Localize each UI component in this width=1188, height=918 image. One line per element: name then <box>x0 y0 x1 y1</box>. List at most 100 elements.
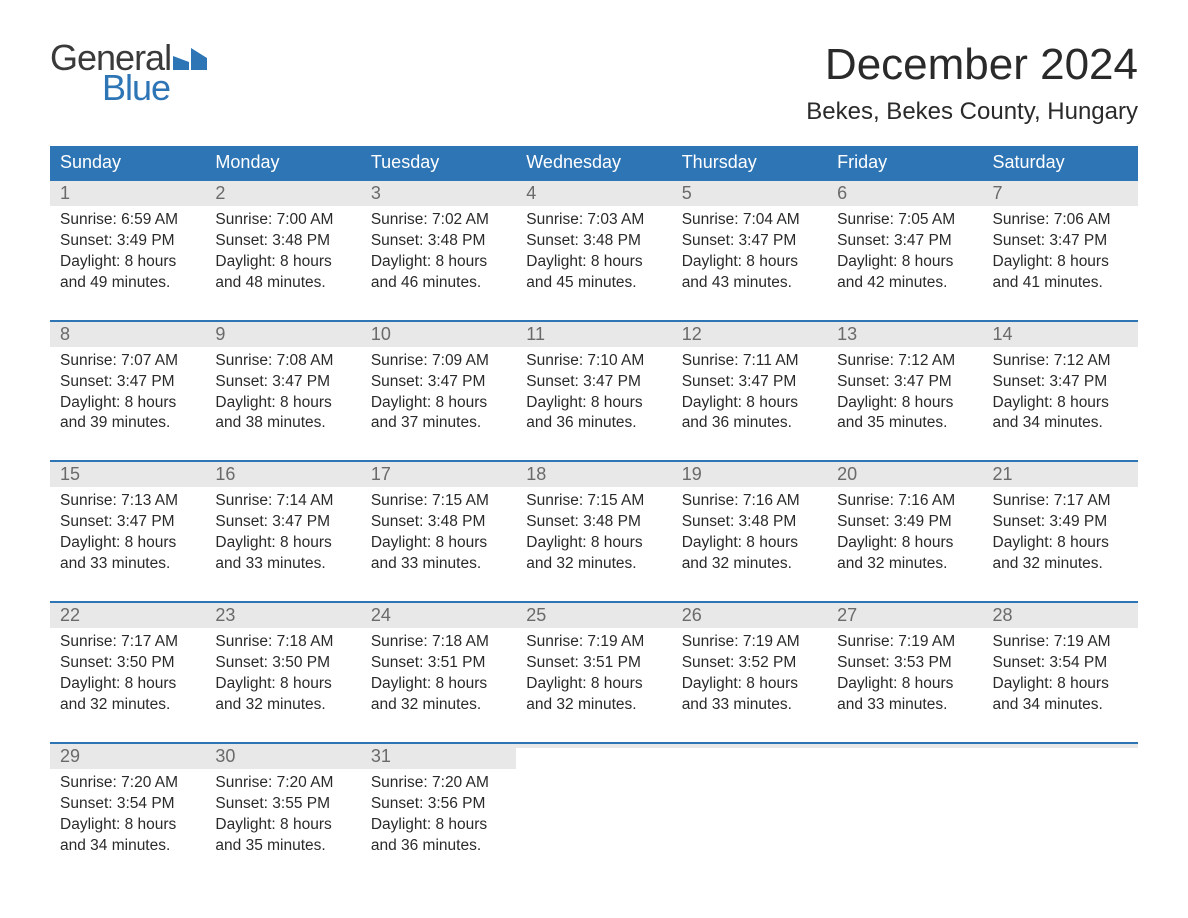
calendar-day: 27Sunrise: 7:19 AMSunset: 3:53 PMDayligh… <box>827 603 982 724</box>
calendar-day: 17Sunrise: 7:15 AMSunset: 3:48 PMDayligh… <box>361 462 516 583</box>
sunrise-text: Sunrise: 7:06 AM <box>993 210 1128 231</box>
day-body: Sunrise: 7:02 AMSunset: 3:48 PMDaylight:… <box>361 206 516 302</box>
sunset-text: Sunset: 3:48 PM <box>371 512 506 533</box>
sunrise-text: Sunrise: 7:20 AM <box>371 773 506 794</box>
calendar-day: 20Sunrise: 7:16 AMSunset: 3:49 PMDayligh… <box>827 462 982 583</box>
sunrise-text: Sunrise: 7:19 AM <box>993 632 1128 653</box>
location-text: Bekes, Bekes County, Hungary <box>806 98 1138 126</box>
day-number: 11 <box>516 322 671 347</box>
weekday-header-row: SundayMondayTuesdayWednesdayThursdayFrid… <box>50 146 1138 179</box>
sunrise-text: Sunrise: 7:15 AM <box>371 491 506 512</box>
calendar-day <box>516 744 671 865</box>
day-body: Sunrise: 7:15 AMSunset: 3:48 PMDaylight:… <box>361 487 516 583</box>
calendar-day: 19Sunrise: 7:16 AMSunset: 3:48 PMDayligh… <box>672 462 827 583</box>
calendar-day: 12Sunrise: 7:11 AMSunset: 3:47 PMDayligh… <box>672 322 827 443</box>
day-number: 2 <box>205 181 360 206</box>
day-number: 24 <box>361 603 516 628</box>
title-block: December 2024 Bekes, Bekes County, Hunga… <box>806 40 1138 126</box>
calendar-day: 1Sunrise: 6:59 AMSunset: 3:49 PMDaylight… <box>50 181 205 302</box>
day-number-row: 8 <box>50 322 205 347</box>
day-body: Sunrise: 7:19 AMSunset: 3:53 PMDaylight:… <box>827 628 982 724</box>
calendar-day: 16Sunrise: 7:14 AMSunset: 3:47 PMDayligh… <box>205 462 360 583</box>
day-body: Sunrise: 7:20 AMSunset: 3:56 PMDaylight:… <box>361 769 516 865</box>
sunrise-text: Sunrise: 7:17 AM <box>60 632 195 653</box>
calendar-day: 13Sunrise: 7:12 AMSunset: 3:47 PMDayligh… <box>827 322 982 443</box>
daylight-line1: Daylight: 8 hours <box>526 393 661 414</box>
day-body: Sunrise: 7:07 AMSunset: 3:47 PMDaylight:… <box>50 347 205 443</box>
day-number-row: 3 <box>361 181 516 206</box>
calendar-day: 24Sunrise: 7:18 AMSunset: 3:51 PMDayligh… <box>361 603 516 724</box>
daylight-line1: Daylight: 8 hours <box>993 674 1128 695</box>
sunset-text: Sunset: 3:47 PM <box>371 372 506 393</box>
day-number-row: 4 <box>516 181 671 206</box>
sunrise-text: Sunrise: 7:18 AM <box>371 632 506 653</box>
sunset-text: Sunset: 3:47 PM <box>60 512 195 533</box>
day-number: 14 <box>983 322 1138 347</box>
day-number: 21 <box>983 462 1138 487</box>
daylight-line2: and 33 minutes. <box>371 554 506 575</box>
sunrise-text: Sunrise: 7:05 AM <box>837 210 972 231</box>
sunset-text: Sunset: 3:49 PM <box>60 231 195 252</box>
day-number: 22 <box>50 603 205 628</box>
day-body: Sunrise: 6:59 AMSunset: 3:49 PMDaylight:… <box>50 206 205 302</box>
logo: General Blue <box>50 40 207 106</box>
sunrise-text: Sunrise: 7:13 AM <box>60 491 195 512</box>
calendar-day: 7Sunrise: 7:06 AMSunset: 3:47 PMDaylight… <box>983 181 1138 302</box>
sunset-text: Sunset: 3:48 PM <box>526 231 661 252</box>
sunset-text: Sunset: 3:48 PM <box>371 231 506 252</box>
day-number-row: 27 <box>827 603 982 628</box>
day-body: Sunrise: 7:19 AMSunset: 3:51 PMDaylight:… <box>516 628 671 724</box>
daylight-line2: and 32 minutes. <box>682 554 817 575</box>
sunrise-text: Sunrise: 7:09 AM <box>371 351 506 372</box>
daylight-line1: Daylight: 8 hours <box>371 252 506 273</box>
day-number: 26 <box>672 603 827 628</box>
daylight-line1: Daylight: 8 hours <box>215 533 350 554</box>
day-body: Sunrise: 7:00 AMSunset: 3:48 PMDaylight:… <box>205 206 360 302</box>
daylight-line2: and 43 minutes. <box>682 273 817 294</box>
weekday-header: Thursday <box>672 146 827 179</box>
day-number-row: 31 <box>361 744 516 769</box>
daylight-line1: Daylight: 8 hours <box>60 815 195 836</box>
daylight-line1: Daylight: 8 hours <box>526 533 661 554</box>
daylight-line1: Daylight: 8 hours <box>215 252 350 273</box>
sunrise-text: Sunrise: 7:17 AM <box>993 491 1128 512</box>
day-number-row: 15 <box>50 462 205 487</box>
day-body: Sunrise: 7:05 AMSunset: 3:47 PMDaylight:… <box>827 206 982 302</box>
daylight-line2: and 36 minutes. <box>371 836 506 857</box>
daylight-line1: Daylight: 8 hours <box>60 674 195 695</box>
daylight-line2: and 37 minutes. <box>371 413 506 434</box>
calendar-day: 15 Sunrise: 7:13 AMSunset: 3:47 PMDayligh… <box>50 462 205 583</box>
day-number-row: 20 <box>827 462 982 487</box>
day-number-row: 1 <box>50 181 205 206</box>
day-number-row: 21 <box>983 462 1138 487</box>
day-number-row: 26 <box>672 603 827 628</box>
day-number: 16 <box>205 462 360 487</box>
daylight-line1: Daylight: 8 hours <box>837 252 972 273</box>
sunset-text: Sunset: 3:53 PM <box>837 653 972 674</box>
calendar-day <box>983 744 1138 865</box>
daylight-line1: Daylight: 8 hours <box>60 533 195 554</box>
calendar-day: 10Sunrise: 7:09 AMSunset: 3:47 PMDayligh… <box>361 322 516 443</box>
daylight-line2: and 36 minutes. <box>682 413 817 434</box>
sunrise-text: Sunrise: 7:08 AM <box>215 351 350 372</box>
calendar-day: 21Sunrise: 7:17 AMSunset: 3:49 PMDayligh… <box>983 462 1138 583</box>
sunset-text: Sunset: 3:54 PM <box>60 794 195 815</box>
calendar-day: 23Sunrise: 7:18 AMSunset: 3:50 PMDayligh… <box>205 603 360 724</box>
sunrise-text: Sunrise: 7:00 AM <box>215 210 350 231</box>
calendar-week: 8Sunrise: 7:07 AMSunset: 3:47 PMDaylight… <box>50 320 1138 443</box>
weekday-header: Wednesday <box>516 146 671 179</box>
daylight-line1: Daylight: 8 hours <box>682 533 817 554</box>
daylight-line1: Daylight: 8 hours <box>993 393 1128 414</box>
calendar: SundayMondayTuesdayWednesdayThursdayFrid… <box>50 146 1138 864</box>
daylight-line2: and 45 minutes. <box>526 273 661 294</box>
daylight-line1: Daylight: 8 hours <box>60 393 195 414</box>
daylight-line1: Daylight: 8 hours <box>682 393 817 414</box>
daylight-line2: and 39 minutes. <box>60 413 195 434</box>
day-number-row: 2 <box>205 181 360 206</box>
weekday-header: Tuesday <box>361 146 516 179</box>
day-number-row: 17 <box>361 462 516 487</box>
daylight-line2: and 33 minutes. <box>60 554 195 575</box>
day-body: Sunrise: 7:16 AMSunset: 3:48 PMDaylight:… <box>672 487 827 583</box>
day-number-row <box>672 744 827 748</box>
daylight-line2: and 35 minutes. <box>837 413 972 434</box>
